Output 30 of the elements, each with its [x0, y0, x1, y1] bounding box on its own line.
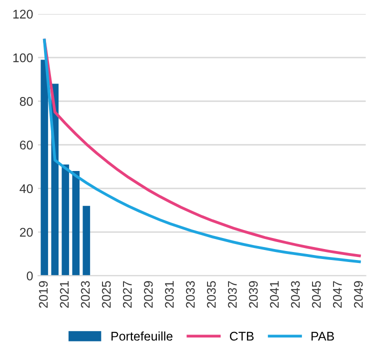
x-tick-label: 2029: [144, 281, 153, 308]
bar: [82, 206, 90, 276]
legend-label: PAB: [312, 332, 334, 341]
x-tick-label: 2043: [290, 281, 300, 308]
y-tick-label: 20: [20, 228, 33, 237]
x-tick-label: 2045: [312, 281, 321, 308]
x-tick-label: 2021: [60, 281, 69, 308]
x-tick-label: 2041: [270, 281, 279, 308]
legend-label: CTB: [230, 332, 254, 341]
x-tick-label: 2035: [206, 281, 216, 308]
bar: [72, 171, 80, 276]
x-tick-label: 2019: [38, 281, 48, 308]
legend-label: Portefeuille: [112, 331, 172, 341]
y-tick-label: 120: [13, 10, 33, 19]
y-tick-label: 100: [13, 53, 33, 62]
x-tick-label: 2023: [80, 281, 90, 308]
x-tick-label: 2049: [354, 281, 363, 308]
x-tick-label: 2037: [228, 281, 237, 308]
y-tick-label: 60: [20, 140, 33, 150]
x-tick-label: 2027: [122, 281, 132, 308]
bar: [62, 164, 70, 276]
y-tick-label: 80: [20, 97, 33, 106]
x-tick-label: 2047: [332, 281, 342, 308]
y-tick-label: 40: [20, 184, 33, 194]
x-tick-label: 2033: [186, 281, 195, 308]
y-tick-label: 0: [26, 272, 33, 280]
x-tick-label: 2031: [164, 281, 174, 308]
x-tick-label: 2025: [102, 281, 111, 308]
bar: [40, 60, 48, 276]
x-tick-label: 2039: [248, 281, 258, 308]
